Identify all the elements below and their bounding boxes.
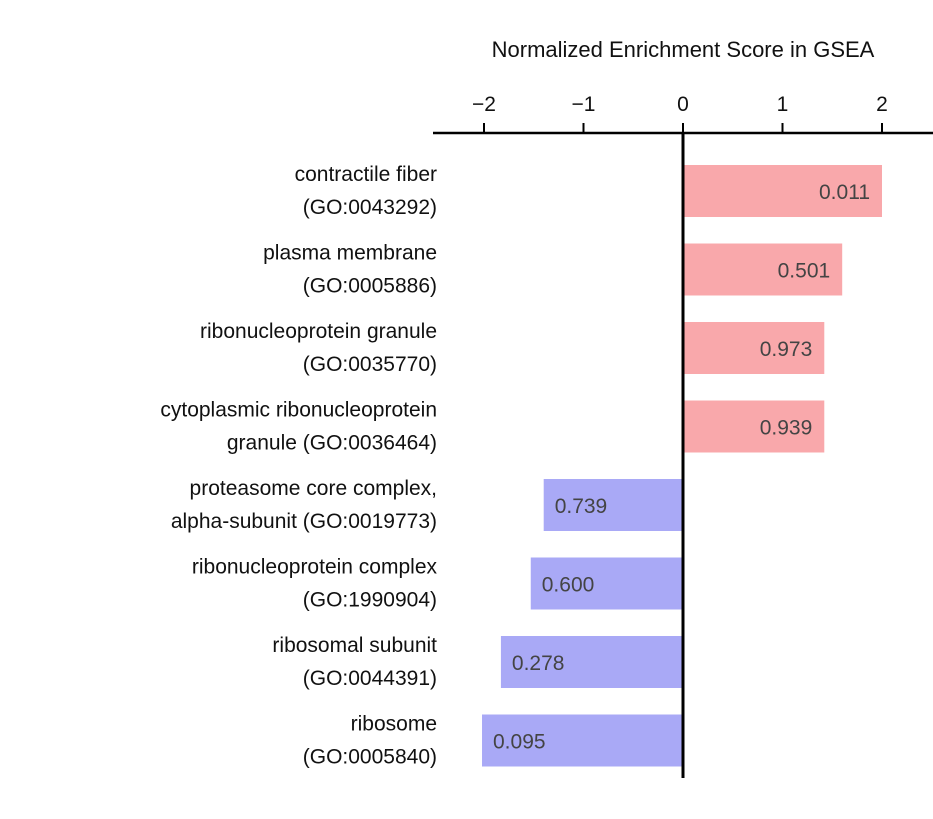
category-label-line1: cytoplasmic ribonucleoprotein bbox=[160, 399, 437, 422]
bars: 0.011 0.501 0.973 0.939 0.739 0.600 0.278 0.095 bbox=[482, 133, 882, 778]
x-tick-label: 1 bbox=[777, 93, 789, 116]
category-label-line1: ribonucleoprotein complex bbox=[192, 556, 438, 579]
bar-data-label: 0.011 bbox=[819, 181, 870, 204]
x-axis-title: Normalized Enrichment Score in GSEA bbox=[492, 37, 875, 62]
category-label-line2: (GO:0043292) bbox=[303, 196, 437, 219]
category-label-line2: (GO:0005886) bbox=[303, 275, 437, 298]
category-label-line2: (GO:0044391) bbox=[303, 667, 437, 690]
bar-data-label: 0.095 bbox=[493, 731, 546, 754]
bar-data-label: 0.739 bbox=[555, 495, 608, 518]
category-label-line2: (GO:0035770) bbox=[303, 353, 437, 376]
x-tick-label: −2 bbox=[472, 93, 496, 116]
category-label-line1: ribosome bbox=[351, 713, 437, 736]
x-tick-label: 0 bbox=[677, 93, 689, 116]
category-label-line1: contractile fiber bbox=[295, 163, 437, 186]
bar-data-label: 0.600 bbox=[542, 574, 595, 597]
bar-data-label: 0.278 bbox=[512, 652, 565, 675]
x-tick-label: 2 bbox=[876, 93, 888, 116]
bar bbox=[683, 243, 843, 296]
bar bbox=[543, 479, 683, 531]
bar bbox=[500, 636, 683, 688]
bar bbox=[683, 322, 825, 374]
bar bbox=[482, 714, 683, 767]
category-labels: contractile fiber (GO:0043292) plasma memb… bbox=[160, 163, 437, 769]
category-label-line1: proteasome core complex, bbox=[190, 477, 437, 500]
category-label-line2: alpha-subunit (GO:0019773) bbox=[171, 510, 437, 533]
x-tick-label: −1 bbox=[572, 93, 596, 116]
bar-data-label: 0.501 bbox=[778, 260, 831, 283]
bar bbox=[530, 557, 683, 610]
x-axis: −2 −1 0 1 2 bbox=[433, 93, 933, 135]
category-label-line2: granule (GO:0036464) bbox=[227, 432, 437, 455]
bar-data-label: 0.939 bbox=[760, 417, 813, 440]
bar bbox=[683, 400, 825, 453]
bar-data-label: 0.973 bbox=[760, 338, 813, 361]
bar bbox=[683, 165, 882, 217]
category-label-line2: (GO:1990904) bbox=[303, 589, 437, 612]
category-label-line2: (GO:0005840) bbox=[303, 746, 437, 769]
category-label-line1: plasma membrane bbox=[263, 242, 437, 265]
category-label-line1: ribonucleoprotein granule bbox=[200, 320, 437, 343]
category-label-line1: ribosomal subunit bbox=[272, 634, 437, 657]
